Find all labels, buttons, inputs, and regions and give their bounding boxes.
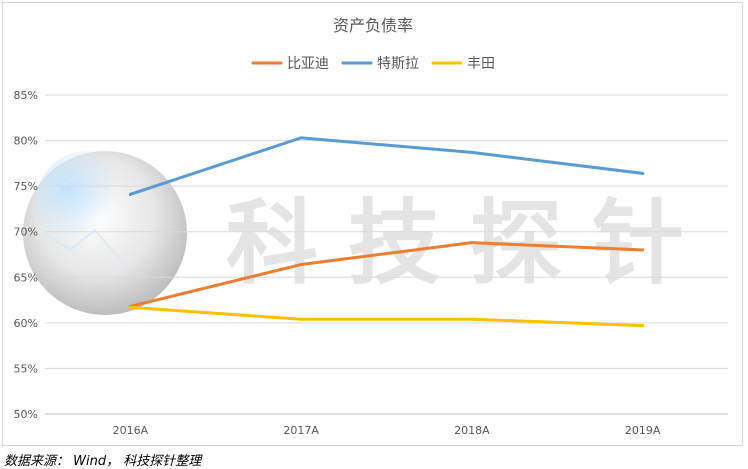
watermark-logo [23,150,187,315]
data-point [470,241,474,245]
data-point [299,263,303,267]
series-line [128,136,645,196]
data-point [128,192,132,196]
data-point [641,171,645,175]
legend-label: 特斯拉 [377,56,419,72]
data-point [299,317,303,321]
source-note: 数据来源： Wind， 科技探针整理 [4,454,202,469]
chart-title: 资产负债率 [333,16,413,35]
y-tick-label: 50% [14,408,38,421]
legend-label: 丰田 [467,56,495,72]
x-tick-label: 2016A [113,424,149,437]
series-lines [128,136,645,328]
x-tick-label: 2018A [454,424,490,437]
y-tick-label: 80% [14,135,38,148]
data-point [470,317,474,321]
y-tick-label: 70% [14,226,38,239]
y-tick-label: 60% [14,317,38,330]
x-tick-label: 2019A [625,424,661,437]
y-tick-label: 75% [14,180,38,193]
data-point [641,324,645,328]
series-line [128,305,645,328]
data-point [641,248,645,252]
data-point [470,150,474,154]
grid [45,94,728,415]
data-point [299,136,303,140]
y-tick-label: 55% [14,362,38,375]
x-tick-label: 2017A [283,424,319,437]
x-axis: 2016A 2017A 2018A 2019A [113,424,661,437]
y-axis: 50% 55% 60% 65% 70% 75% 80% 85% [14,89,38,421]
chart-legend: 比亚迪 特斯拉 丰田 [251,56,495,72]
data-point [128,305,132,309]
y-tick-label: 85% [14,89,38,102]
series-line [128,241,645,308]
legend-label: 比亚迪 [287,56,329,72]
y-tick-label: 65% [14,271,38,284]
